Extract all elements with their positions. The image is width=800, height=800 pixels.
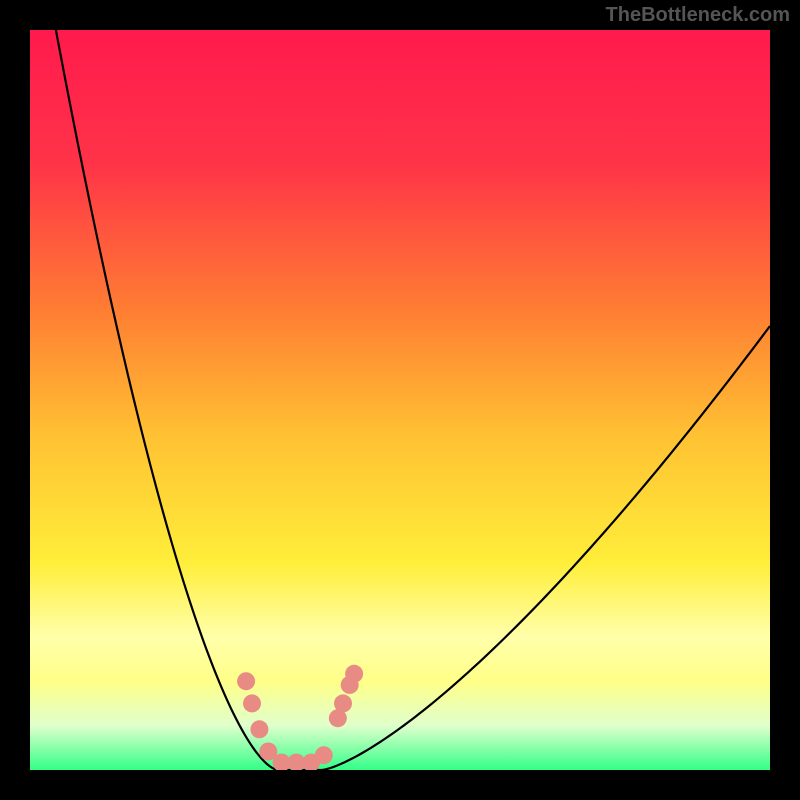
curve-marker — [250, 720, 268, 738]
curve-marker — [345, 665, 363, 683]
curve-marker — [243, 694, 261, 712]
chart-container: TheBottleneck.com — [0, 0, 800, 800]
bottleneck-curve-chart — [0, 0, 800, 800]
curve-marker — [315, 746, 333, 764]
curve-marker — [237, 672, 255, 690]
watermark-text: TheBottleneck.com — [606, 4, 790, 27]
curve-marker — [334, 694, 352, 712]
chart-background — [30, 30, 770, 770]
